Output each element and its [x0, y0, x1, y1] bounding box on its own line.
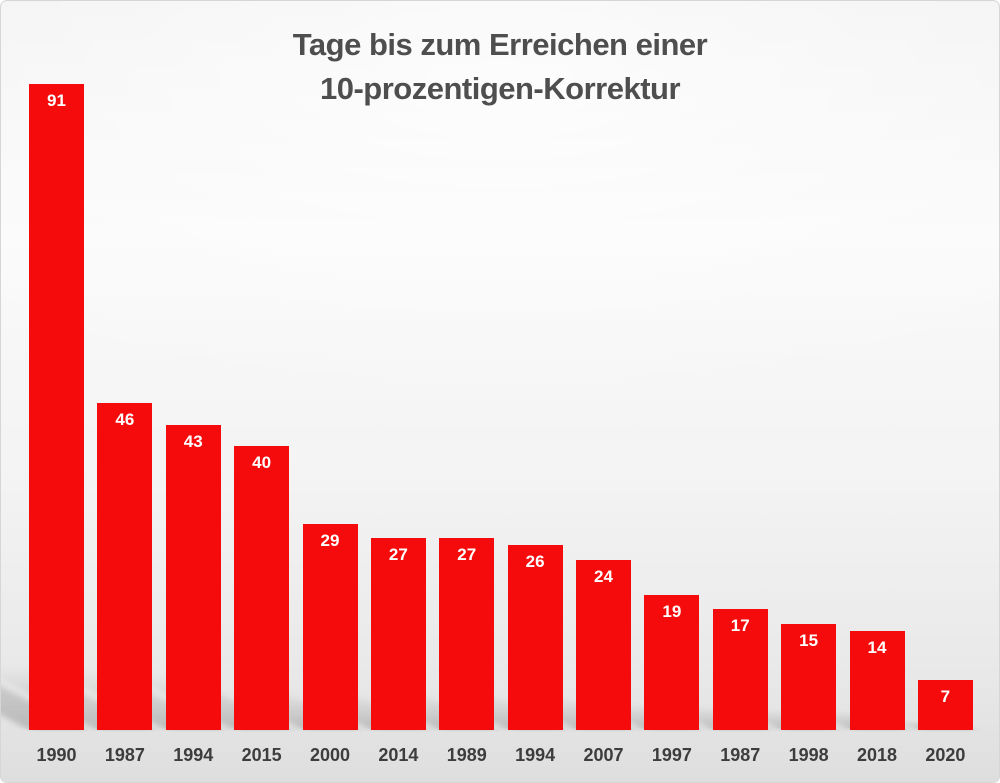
bar-value-label: 14 [867, 638, 887, 657]
bar-value-label: 27 [457, 545, 477, 564]
x-axis-label: 1997 [651, 745, 692, 765]
bar: 46 [97, 403, 153, 730]
bar: 27 [370, 538, 426, 730]
bar-column: 27 2014 [291, 538, 426, 782]
bar-value-label: 27 [388, 545, 408, 564]
bar-chart-plot: 91 1990 46 1987 43 1994 40 2015 29 2000 27 2014 27 19… [1, 84, 999, 782]
x-axis-label: 1989 [446, 745, 487, 765]
bar-column: 27 1989 [359, 538, 495, 782]
bar-value-label: 26 [525, 552, 545, 571]
bar-value-label: 17 [730, 616, 750, 635]
bar: 15 [781, 624, 837, 730]
bar-column: 29 2000 [217, 524, 358, 782]
bar-value-label: 91 [47, 91, 66, 110]
bar-column: 7 2020 [897, 680, 973, 782]
bar-column: 43 1994 [39, 425, 221, 782]
bar: 26 [507, 545, 563, 730]
bar-value-label: 29 [320, 531, 340, 550]
bar-value-label: 15 [799, 631, 819, 650]
chart-title: Tage bis zum Erreichen einer 10-prozenti… [1, 23, 999, 111]
bar-column: 24 2007 [505, 560, 631, 782]
bar: 17 [712, 609, 768, 730]
bar-value-label: 7 [940, 687, 951, 706]
bar: 43 [165, 425, 221, 730]
bar-column: 40 2015 [116, 446, 290, 782]
bar: 14 [849, 631, 905, 730]
bar-column: 19 1997 [588, 595, 700, 782]
x-axis-label: 2007 [583, 745, 624, 765]
bar-value-label: 40 [252, 453, 272, 472]
x-axis-label: 1987 [104, 745, 145, 765]
bar: 24 [576, 560, 631, 730]
bar-column: 91 1990 [1, 84, 84, 782]
bar: 19 [644, 595, 700, 730]
bar-value-label: 19 [662, 602, 682, 621]
x-axis-label: 2000 [309, 745, 351, 765]
bar-column: 46 1987 [1, 403, 153, 782]
x-axis-label: 1994 [515, 745, 556, 765]
bar-value-label: 43 [183, 432, 203, 451]
bar: 40 [234, 446, 290, 730]
bar-column: 14 2018 [808, 631, 905, 782]
x-axis-label: 2014 [378, 745, 419, 765]
x-axis-label: 1994 [173, 745, 214, 765]
bar: 27 [439, 538, 495, 730]
bar-column: 15 1998 [737, 624, 837, 782]
bar-column: 26 1994 [431, 545, 563, 782]
bar-column: 17 1987 [662, 609, 768, 782]
chart-title-line1: Tage bis zum Erreichen einer [292, 27, 708, 62]
bar: 91 [29, 84, 84, 730]
x-axis-label: 1990 [36, 745, 77, 765]
bar-value-label: 46 [115, 410, 135, 429]
bar-value-label: 24 [594, 567, 613, 586]
bar: 7 [917, 680, 973, 730]
x-axis-label: 2015 [241, 745, 282, 765]
x-axis-label: 2018 [856, 745, 898, 765]
bar: 29 [302, 524, 358, 730]
x-axis-label: 1987 [720, 745, 761, 765]
x-axis-label: 2020 [925, 745, 966, 765]
chart-title-line2: 10-prozentigen-Korrektur [319, 71, 681, 107]
x-axis-label: 1998 [788, 745, 829, 765]
